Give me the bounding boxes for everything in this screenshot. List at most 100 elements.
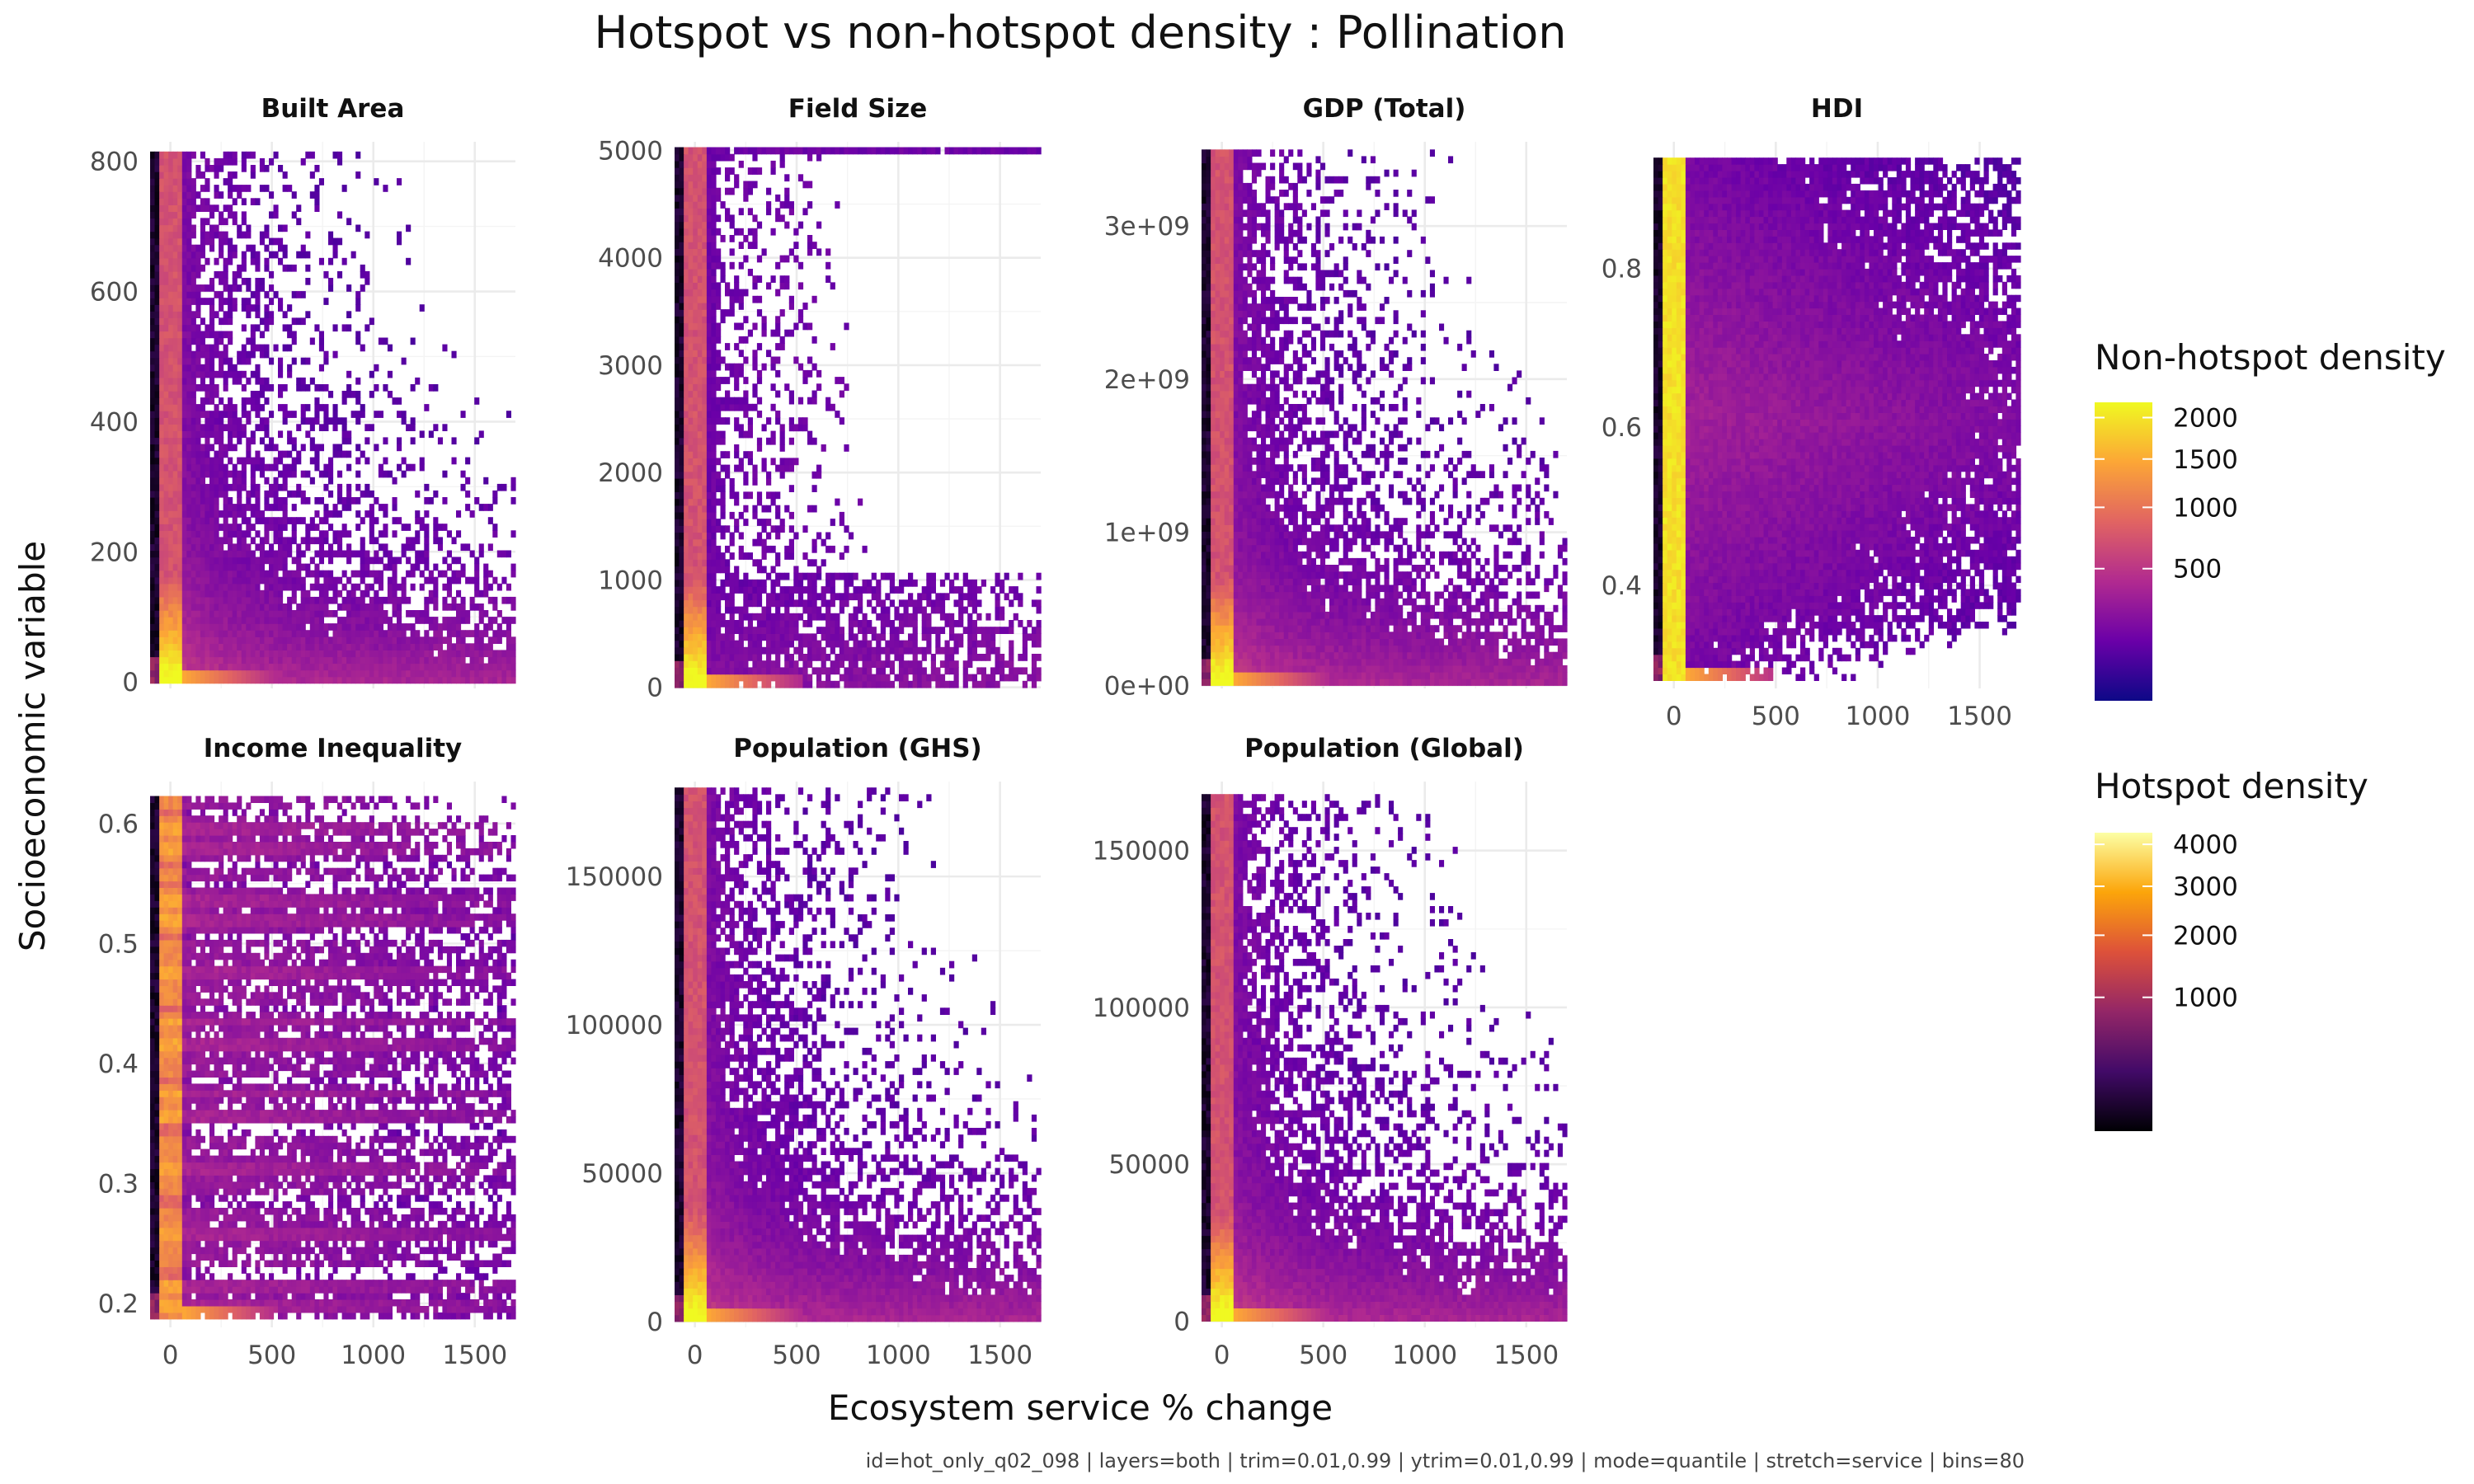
density-bin — [729, 646, 735, 655]
density-bin — [177, 151, 183, 159]
density-bin — [374, 589, 379, 598]
density-bin — [492, 530, 498, 538]
density-bin — [181, 244, 187, 252]
density-bin — [816, 640, 822, 648]
density-bin — [784, 674, 790, 682]
density-bin — [702, 451, 708, 458]
density-bin — [205, 497, 210, 505]
density-bin — [205, 411, 210, 418]
density-bin — [264, 463, 270, 472]
density-bin — [255, 497, 261, 505]
density-bin — [300, 550, 306, 558]
density-bin — [779, 282, 785, 290]
density-bin — [917, 599, 923, 608]
density-bin — [246, 563, 252, 571]
density-bin — [706, 322, 713, 331]
density-bin — [309, 596, 315, 604]
density-bin — [944, 572, 950, 580]
density-bin — [693, 478, 698, 486]
density-bin — [246, 583, 252, 591]
density-bin — [181, 218, 187, 226]
density-bin — [706, 458, 713, 466]
density-bin — [876, 640, 882, 648]
density-bin — [706, 424, 713, 432]
density-bin — [702, 458, 708, 466]
density-bin — [487, 517, 493, 524]
density-bin — [259, 157, 265, 166]
density-bin — [350, 676, 356, 684]
density-bin — [675, 505, 680, 513]
density-bin — [365, 550, 370, 558]
density-bin — [729, 485, 735, 492]
density-bin — [688, 194, 694, 202]
density-bin — [237, 550, 242, 558]
density-bin — [168, 596, 174, 604]
density-bin — [186, 178, 192, 186]
density-bin — [684, 181, 689, 189]
density-bin — [300, 623, 306, 631]
density-bin — [159, 244, 165, 252]
density-bin — [214, 291, 219, 298]
density-bin — [181, 596, 187, 604]
density-bin — [269, 623, 275, 631]
density-bin — [451, 669, 457, 678]
density-bin — [419, 550, 425, 558]
density-bin — [323, 550, 329, 558]
density-bin — [259, 650, 265, 658]
density-bin — [190, 517, 196, 524]
density-bin — [309, 643, 315, 650]
density-bin — [278, 556, 284, 565]
density-bin — [684, 397, 689, 405]
density-bin — [510, 563, 516, 571]
density-bin — [725, 282, 731, 290]
density-bin — [1009, 660, 1014, 668]
density-bin — [323, 350, 329, 359]
density-bin — [278, 623, 284, 631]
density-bin — [775, 322, 781, 331]
density-bin — [214, 191, 219, 199]
density-bin — [816, 674, 822, 682]
density-bin — [291, 610, 297, 618]
density-bin — [428, 384, 434, 392]
density-bin — [725, 627, 731, 634]
density-bin — [237, 270, 242, 279]
density-bin — [269, 191, 275, 199]
density-bin — [190, 463, 196, 472]
density-bin — [469, 603, 475, 611]
density-bin — [747, 579, 753, 587]
density-bin — [797, 417, 804, 425]
density-bin — [200, 650, 205, 658]
density-bin — [219, 364, 224, 372]
density-bin — [958, 593, 964, 601]
density-bin — [401, 663, 407, 671]
density-bin — [684, 606, 689, 614]
density-bin — [392, 583, 397, 591]
density-bin — [702, 654, 708, 661]
density-bin — [200, 337, 205, 345]
density-bin — [743, 660, 749, 668]
density-bin — [181, 411, 187, 418]
density-bin — [250, 198, 256, 205]
density-bin — [697, 498, 703, 506]
density-bin — [154, 224, 160, 232]
density-bin — [775, 194, 781, 202]
density-bin — [287, 490, 293, 498]
density-bin — [501, 650, 507, 658]
density-bin — [177, 669, 183, 678]
density-bin — [154, 311, 160, 318]
density-bin — [159, 524, 165, 531]
density-bin — [241, 251, 247, 259]
density-bin — [688, 369, 694, 378]
density-bin — [150, 377, 156, 385]
density-bin — [168, 656, 174, 665]
density-bin — [761, 646, 767, 655]
density-bin — [177, 157, 183, 166]
density-bin — [346, 530, 352, 538]
density-bin — [474, 397, 480, 405]
density-bin — [172, 457, 178, 465]
density-bin — [190, 576, 196, 585]
density-bin — [195, 257, 201, 265]
density-bin — [163, 650, 169, 658]
density-bin — [282, 463, 288, 472]
density-bin — [506, 636, 511, 644]
